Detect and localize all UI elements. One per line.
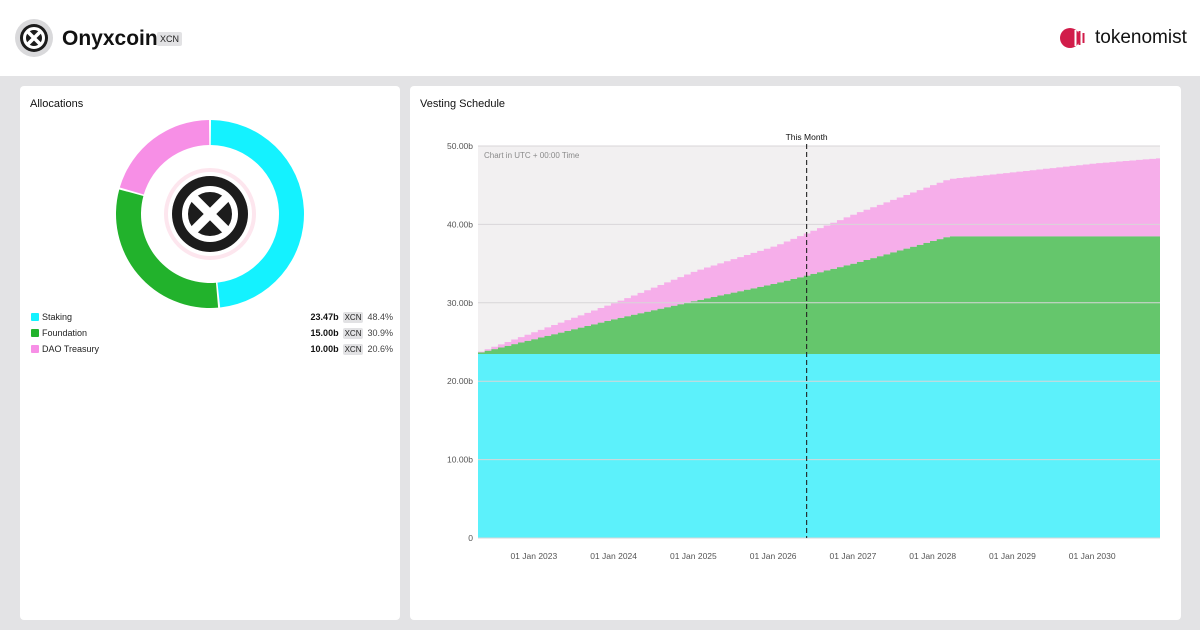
y-tick-label: 30.00b [447, 298, 473, 308]
y-tick-label: 50.00b [447, 141, 473, 151]
vesting-title: Vesting Schedule [420, 98, 506, 110]
legend-item-foundation[interactable]: Foundation 15.00b XCN 30.9% [31, 326, 393, 340]
legend-percent: 48.4% [367, 312, 393, 322]
vesting-schedule-chart: 0 10.00b 20.00b 30.00b 40.00b 50.00b 01 Jan 20… [447, 132, 1160, 561]
x-tick-label: 01 Jan 2024 [590, 551, 637, 561]
y-tick-label: 0 [468, 533, 473, 543]
x-tick-label: 01 Jan 2025 [670, 551, 717, 561]
x-tick-label: 01 Jan 2029 [989, 551, 1036, 561]
x-tick-label: 01 Jan 2028 [909, 551, 956, 561]
legend-swatch [31, 345, 39, 353]
allocation-donut-chart [115, 120, 304, 308]
area-series-dao-treasury[interactable] [478, 157, 1160, 353]
legend-values: 10.00b XCN 20.6% [311, 342, 393, 356]
legend-percent: 30.9% [367, 328, 393, 338]
donut-slice-staking[interactable] [210, 120, 304, 308]
legend-ticker-badge: XCN [342, 343, 364, 355]
ticker-badge: XCN [157, 32, 183, 46]
legend-values: 23.47b XCN 48.4% [311, 310, 393, 324]
area-series-staking[interactable] [478, 353, 1160, 538]
legend-label: DAO Treasury [42, 344, 100, 354]
legend-label: Foundation [42, 328, 88, 338]
legend-label: Staking [42, 312, 73, 322]
center-coin-logo-icon [172, 176, 248, 252]
legend-swatch [31, 313, 39, 321]
y-tick-label: 20.00b [447, 376, 473, 386]
brand-name: tokenomist [1095, 27, 1187, 48]
legend-values: 15.00b XCN 30.9% [311, 326, 393, 340]
legend-amount: 10.00b [310, 344, 339, 354]
donut-slice-foundation[interactable] [115, 189, 219, 308]
allocations-card: Allocations Staking 23.47b XCN 48.4% Foundat… [20, 86, 400, 620]
header-bar: Onyxcoin XCN tokenomist [0, 0, 1200, 76]
y-tick-label: 10.00b [447, 455, 473, 465]
legend-item-dao-treasury[interactable]: DAO Treasury 10.00b XCN 20.6% [31, 342, 393, 356]
vesting-card: Vesting Schedule 0 10.00b 20.00b 30.00b 40.0… [410, 86, 1181, 620]
legend-ticker-badge: XCN [342, 327, 364, 339]
onyxcoin-logo-icon [15, 19, 53, 57]
legend-swatch [31, 329, 39, 337]
y-tick-label: 40.00b [447, 219, 473, 229]
coin-name: Onyxcoin [62, 27, 158, 50]
chart-timezone-note: Chart in UTC + 00:00 Time [484, 151, 580, 160]
x-tick-label: 01 Jan 2027 [830, 551, 877, 561]
legend-amount: 15.00b [310, 328, 339, 338]
x-tick-label: 01 Jan 2030 [1069, 551, 1116, 561]
x-tick-label: 01 Jan 2023 [510, 551, 557, 561]
this-month-label: This Month [786, 132, 828, 142]
x-tick-label: 01 Jan 2026 [750, 551, 797, 561]
allocations-title: Allocations [30, 98, 84, 110]
area-series-foundation[interactable] [478, 236, 1160, 354]
legend-percent: 20.6% [367, 344, 393, 354]
legend-item-staking[interactable]: Staking 23.47b XCN 48.4% [31, 310, 393, 324]
legend-amount: 23.47b [310, 312, 339, 322]
legend-ticker-badge: XCN [342, 311, 364, 323]
tokenomist-logo-icon [1060, 28, 1085, 48]
donut-slice-dao-treasury[interactable] [119, 120, 210, 195]
